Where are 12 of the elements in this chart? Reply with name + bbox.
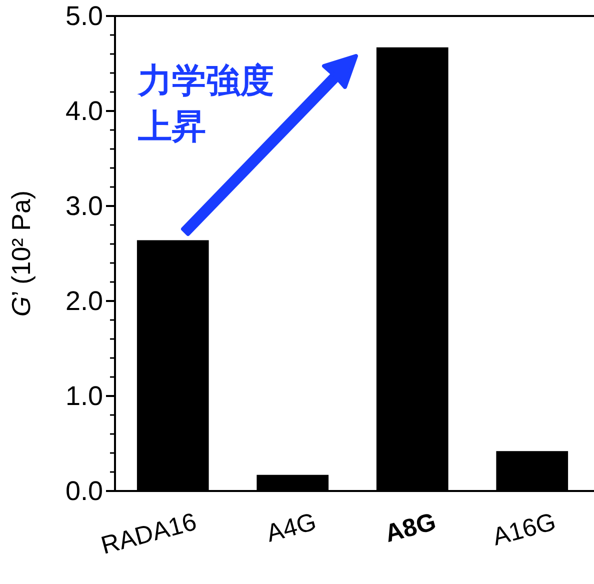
x-tick-label: A8G	[382, 508, 439, 548]
y-tick-label: 5.0	[65, 1, 103, 31]
y-axis-title: G’ (10² Pa)	[6, 190, 36, 317]
x-tick-label: A4G	[264, 508, 320, 548]
y-tick-label: 4.0	[65, 96, 103, 126]
y-tick-label: 0.0	[65, 476, 103, 506]
annotation: 力学強度上昇	[138, 62, 274, 146]
x-tick-label: RADA16	[98, 508, 200, 560]
y-tick-label: 2.0	[65, 286, 103, 316]
x-tick-label: A16G	[490, 508, 559, 552]
y-tick-label: 1.0	[65, 381, 103, 411]
y-tick-label: 3.0	[65, 191, 103, 221]
